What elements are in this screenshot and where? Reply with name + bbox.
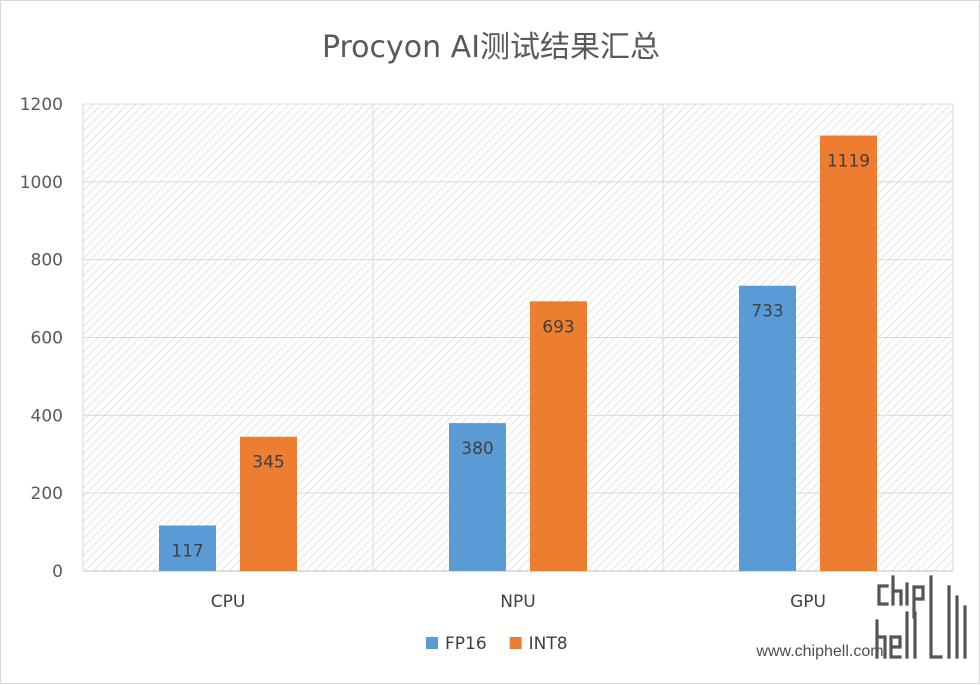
- bar-int8-cpu: [240, 436, 297, 571]
- data-label: 380: [461, 439, 493, 459]
- data-label: 345: [252, 453, 284, 473]
- legend: FP16 INT8: [426, 634, 568, 654]
- y-tick-label: 0: [52, 562, 63, 582]
- chiphell-watermark: www.chiphell.com: [755, 575, 967, 660]
- data-label: 1119: [827, 152, 870, 172]
- bar-fp16-gpu: [739, 285, 796, 571]
- x-category-label: NPU: [500, 592, 535, 612]
- data-label: 733: [751, 302, 783, 322]
- y-tick-label: 800: [31, 251, 63, 271]
- y-axis-ticks: 0 200 400 600 800 1000 1200: [20, 95, 63, 582]
- gridlines: [82, 103, 954, 572]
- legend-label: FP16: [445, 634, 487, 654]
- y-tick-label: 600: [31, 329, 63, 349]
- data-label: 117: [171, 541, 203, 561]
- legend-swatch-fp16: [426, 637, 438, 649]
- x-category-label: CPU: [211, 592, 246, 612]
- bars: [159, 135, 877, 571]
- y-tick-label: 1200: [20, 95, 63, 115]
- data-labels: 117 345 380 693 733 1119: [171, 152, 870, 562]
- chart-title: Procyon AI测试结果汇总: [322, 30, 660, 65]
- y-tick-label: 400: [31, 406, 63, 426]
- bar-fp16-cpu: [159, 525, 216, 571]
- x-category-label: GPU: [790, 592, 826, 612]
- legend-label: INT8: [529, 634, 568, 654]
- bar-int8-npu: [530, 301, 587, 571]
- chiphell-logo-icon: [875, 575, 967, 659]
- data-label: 693: [542, 317, 574, 337]
- x-axis-categories: CPU NPU GPU: [211, 592, 826, 612]
- y-tick-label: 1000: [20, 173, 63, 193]
- legend-swatch-int8: [509, 637, 522, 649]
- watermark-url: www.chiphell.com: [755, 643, 883, 660]
- bar-fp16-npu: [449, 423, 506, 571]
- y-tick-label: 200: [31, 484, 63, 504]
- bar-int8-gpu: [820, 135, 877, 571]
